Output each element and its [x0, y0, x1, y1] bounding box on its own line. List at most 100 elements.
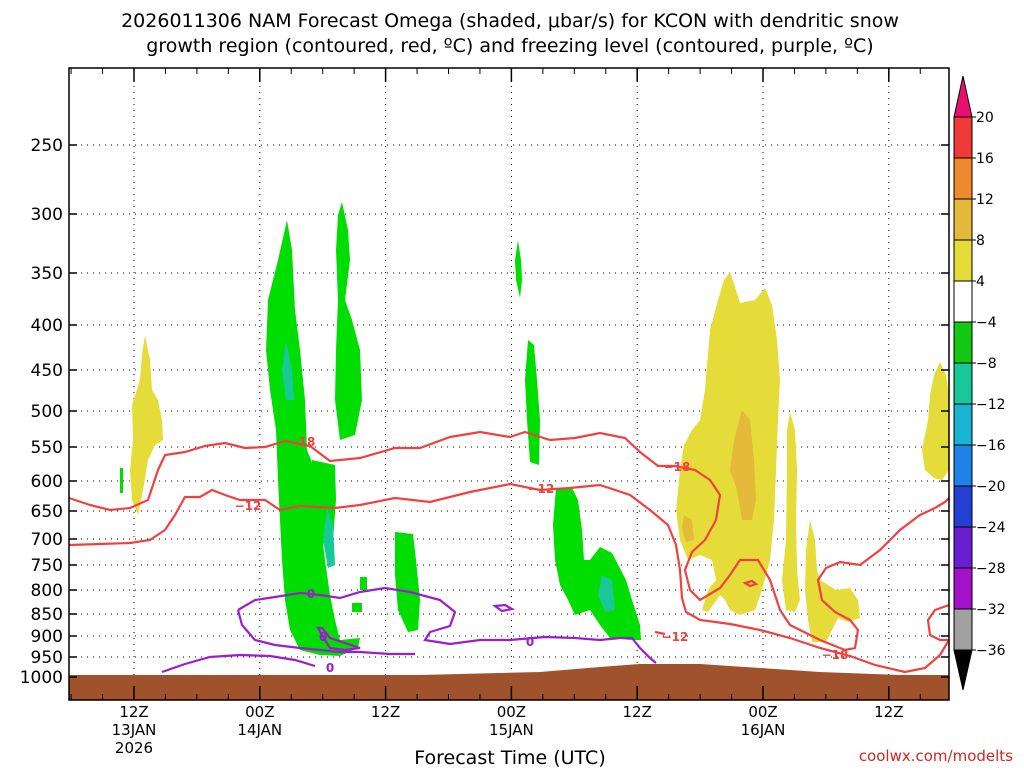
omega-upward [335, 202, 362, 440]
colorbar-segment [953, 403, 973, 446]
colorbar-segment [953, 567, 973, 610]
omega-upward [266, 220, 360, 656]
freezing-contour-upper [237, 586, 657, 664]
omega-strong-upward [282, 340, 294, 400]
freezing-contour-loop [236, 609, 415, 656]
colorbar-segment [953, 444, 973, 487]
y-tick-label: 850 [31, 605, 63, 625]
freezing-label: 0 [526, 635, 534, 649]
y-tick-label: 300 [31, 205, 63, 225]
terrain [69, 664, 949, 700]
freezing-label: 0 [319, 630, 327, 644]
freezing-contour-lower [161, 653, 316, 674]
freezing-contour-small [491, 603, 516, 613]
y-tick-label: 350 [31, 264, 63, 284]
plot-area [69, 68, 949, 700]
freezing-contours [161, 586, 657, 674]
colorbar-label: −28 [976, 561, 1006, 577]
dgz-label: −12 [528, 482, 555, 496]
x-axis-label: Forecast Time (UTC) [414, 747, 605, 768]
x-tick-label: 00Z [497, 703, 526, 721]
omega-downward [805, 520, 860, 642]
colorbar-segment [953, 280, 973, 323]
dgz-label: −18 [822, 648, 849, 662]
plot-frame [68, 67, 950, 701]
colorbar-label: 16 [976, 151, 994, 167]
colorbar-segment [953, 526, 973, 569]
colorbar-label: 8 [976, 233, 985, 249]
y-axis: 2503003504004505005506006507007508008509… [20, 136, 949, 688]
x-tick-label: 16JAN [741, 721, 786, 739]
colorbar-segment [953, 198, 973, 241]
omega-downward [676, 272, 780, 615]
y-tick-label: 900 [31, 627, 63, 647]
colorbar-segment [953, 485, 973, 528]
dgz-small-contour [742, 579, 759, 588]
dgz-mid-label-segment [654, 630, 666, 636]
colorbar-max-arrow [953, 75, 973, 118]
y-tick-label: 550 [31, 438, 63, 458]
x-tick-label: 14JAN [237, 721, 282, 739]
colorbar-min-arrow [953, 649, 973, 691]
freezing-label: 0 [307, 587, 315, 601]
x-tick-label: 12Z [623, 703, 652, 721]
dgz-lower-contour [68, 482, 950, 674]
x-tick-label: 15JAN [489, 721, 534, 739]
dgz-upper-contour [68, 430, 950, 652]
chart-title-line-1: 2026011306 NAM Forecast Omega (shaded, μ… [121, 10, 899, 32]
dgz-label: −18 [289, 435, 316, 449]
y-tick-label: 450 [31, 361, 63, 381]
x-tick-label: 13JAN [112, 721, 157, 739]
watermark: coolwx.com/modelts [859, 747, 1013, 765]
y-tick-label: 1000 [20, 668, 63, 688]
y-tick-label: 650 [31, 502, 63, 522]
omega-upward [395, 532, 420, 632]
omega-downward [922, 362, 949, 480]
x-tick-label: 00Z [245, 703, 274, 721]
y-tick-label: 400 [31, 316, 63, 336]
y-tick-label: 500 [31, 402, 63, 422]
colorbar-segment [953, 321, 973, 364]
omega-upward [515, 240, 522, 298]
x-tick-label: 12Z [874, 703, 903, 721]
dgz-contours [68, 430, 950, 674]
colorbar-segment [953, 608, 973, 651]
chart-title-line-2: growth region (contoured, red, ºC) and f… [146, 35, 873, 57]
x-tick-label: 12Z [371, 703, 400, 721]
omega-upward [553, 488, 641, 640]
colorbar-label: −24 [976, 520, 1006, 536]
colorbar-label: 20 [976, 110, 994, 126]
colorbar: 20 16 12 8 4 −4 −8 −12 −16 −20 −24 −28 −32 −36 [953, 75, 1006, 691]
omega-strong-downward [682, 515, 694, 542]
colorbar-label: −12 [976, 397, 1006, 413]
colorbar-label: 12 [976, 192, 994, 208]
colorbar-segment [953, 116, 973, 159]
omega-upward [352, 603, 362, 612]
colorbar-label: −32 [976, 602, 1006, 618]
omega-downward [130, 335, 163, 515]
colorbar-label: −36 [976, 643, 1006, 659]
colorbar-segment [953, 362, 973, 405]
colorbar-segment [953, 157, 973, 200]
dgz-label: −18 [664, 460, 691, 474]
freezing-label: 0 [326, 661, 334, 675]
dgz-label: −12 [235, 499, 262, 513]
colorbar-label: −8 [976, 356, 997, 372]
x-tick-label: 00Z [748, 703, 777, 721]
freezing-contour-inner [316, 626, 361, 652]
y-tick-label: 800 [31, 581, 63, 601]
contour-labels: −18 −18 −18 −12 −12 −12 0 0 0 0 [235, 435, 849, 675]
colorbar-label: −20 [976, 479, 1006, 495]
dgz-right-contour [926, 603, 950, 642]
colorbar-label: −16 [976, 438, 1006, 454]
omega-strong-downward [730, 410, 756, 520]
colorbar-label: −4 [976, 315, 997, 331]
x-tick-label: 12Z [119, 703, 148, 721]
omega-strong-upward [323, 508, 335, 568]
colorbar-label: 4 [976, 274, 985, 290]
omega-upward [360, 577, 367, 590]
omega-upward [120, 468, 123, 493]
colorbar-segment [953, 239, 973, 282]
